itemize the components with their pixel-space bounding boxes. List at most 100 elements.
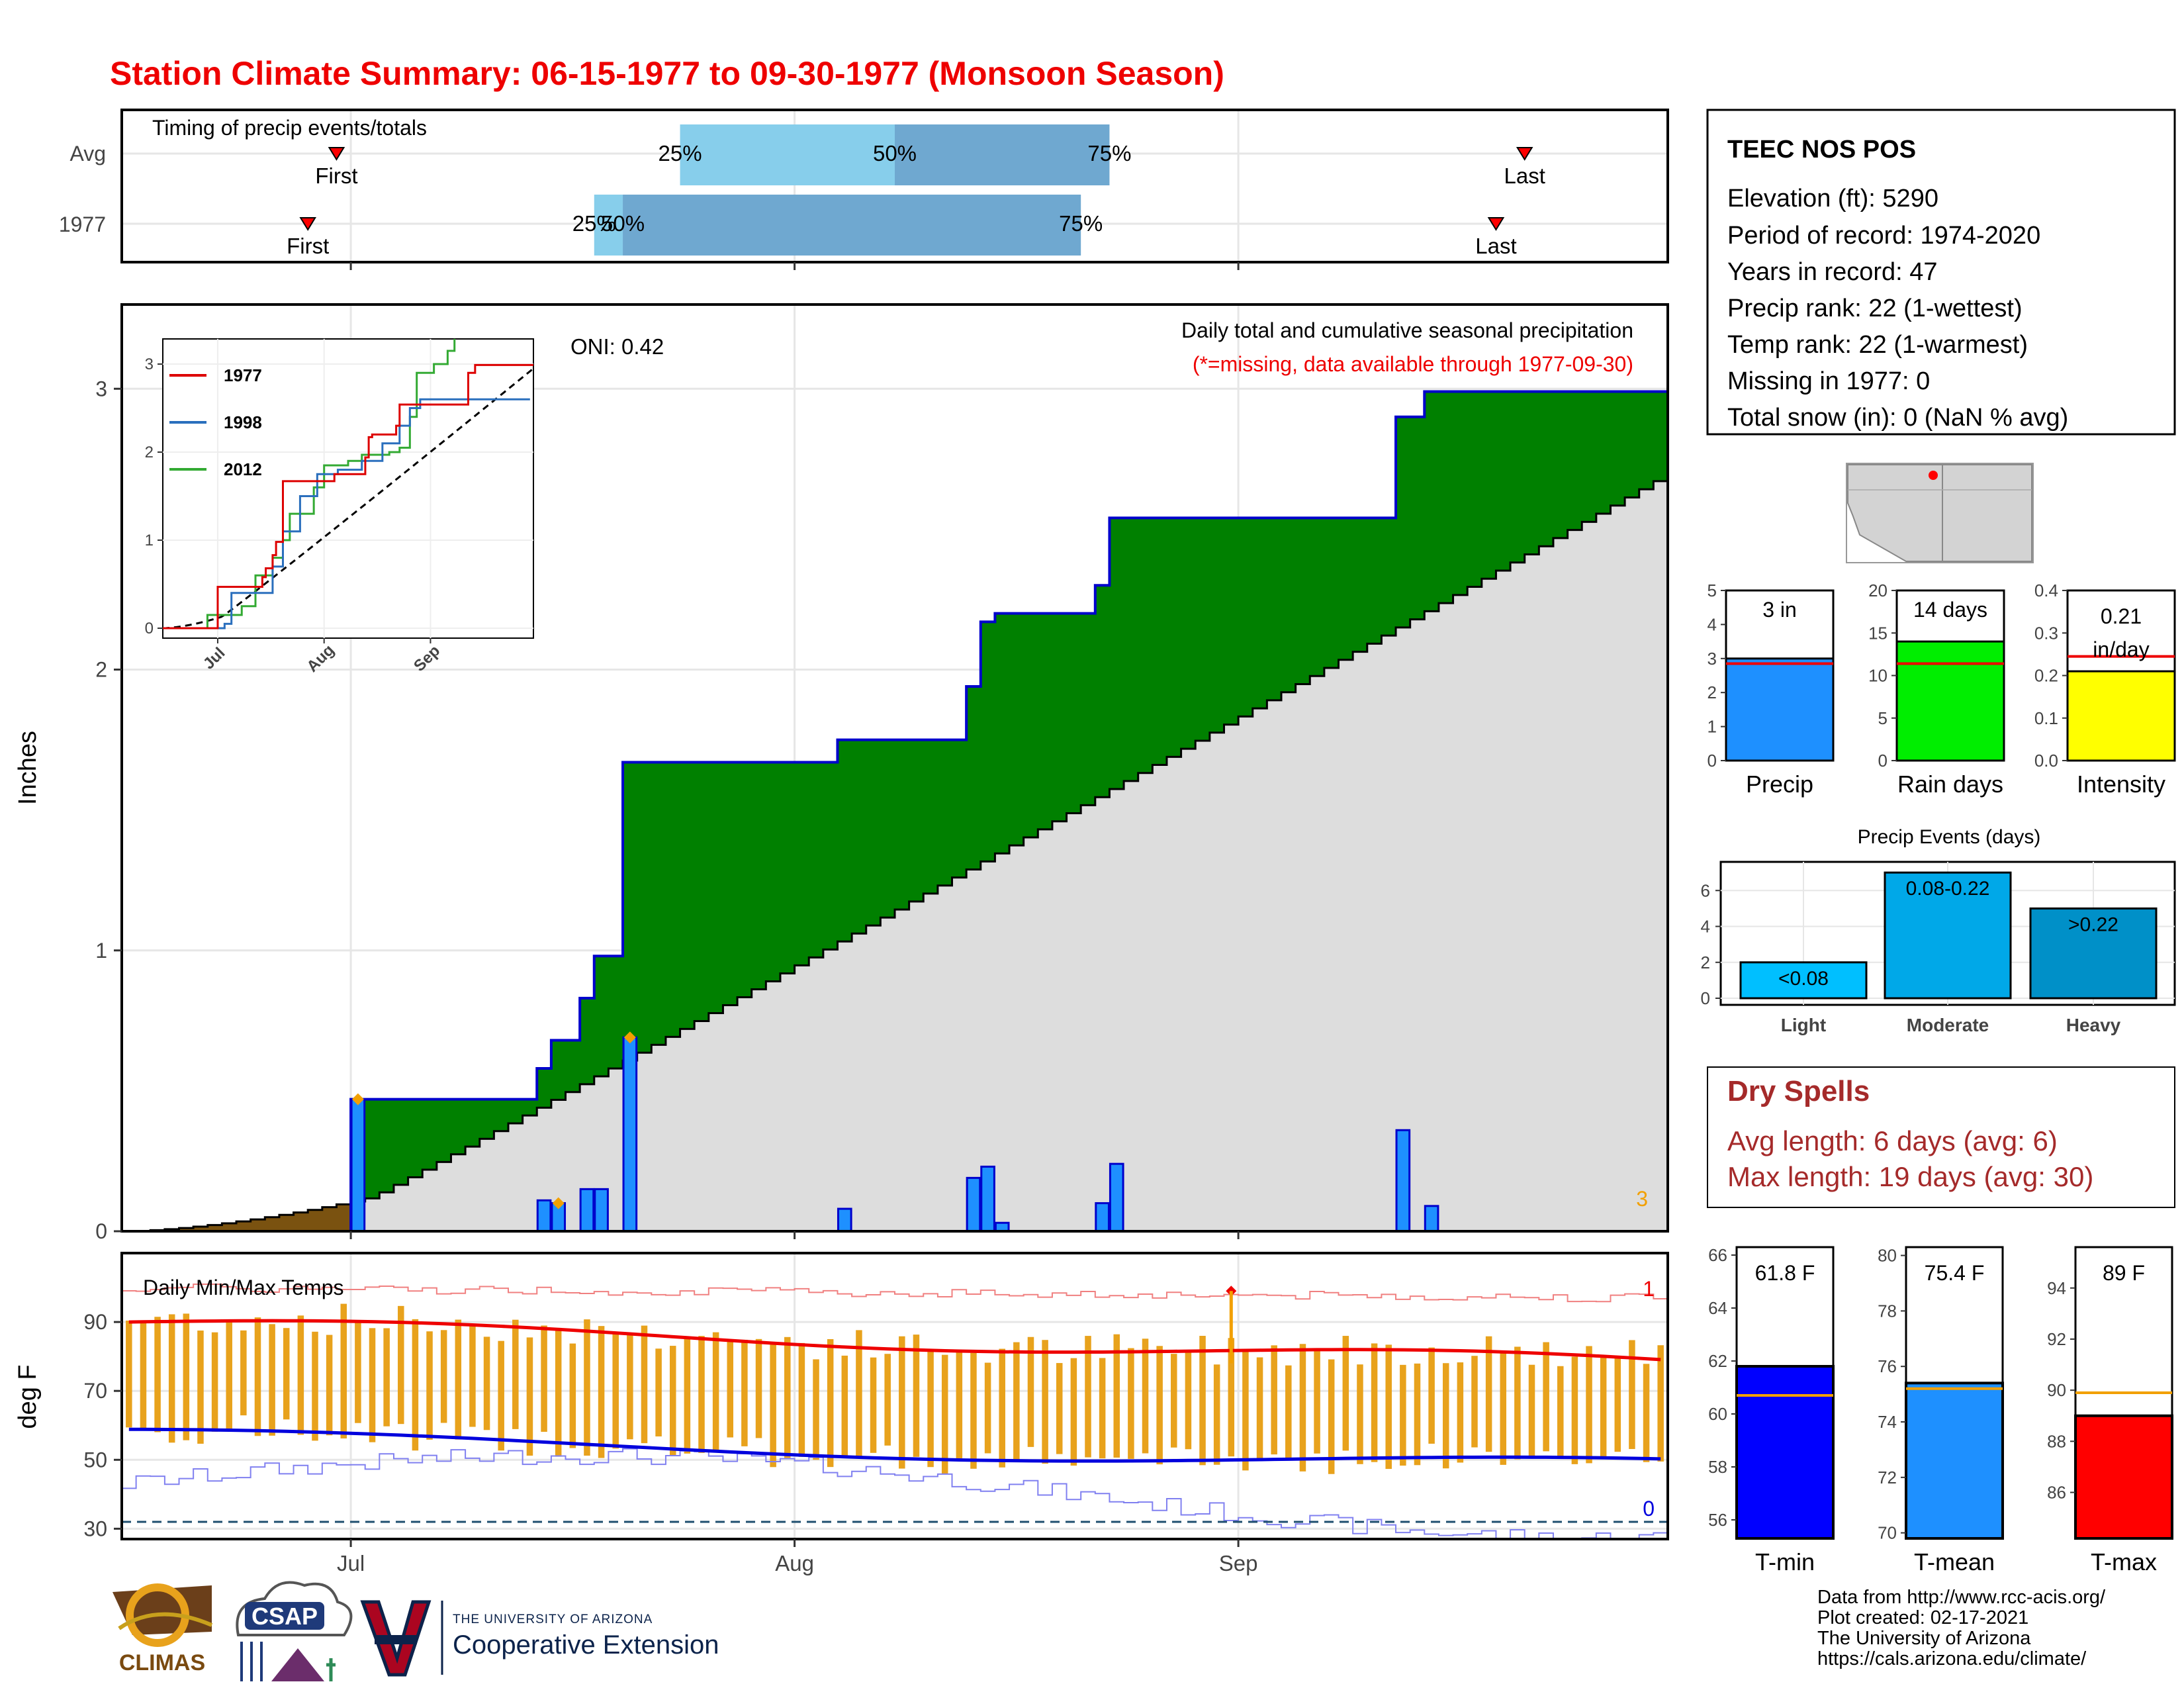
summary-tick-label-0-1: 1 <box>1707 717 1717 737</box>
summary-value-2-a: 0.21 <box>2101 604 2142 628</box>
temp-daily-bar-11 <box>283 1328 290 1420</box>
events-range-0: <0.08 <box>1778 968 1829 990</box>
precip-y-axis-label: Inches <box>14 731 42 805</box>
timing-last-marker-avg <box>1516 147 1533 161</box>
temp-daily-bar-32 <box>584 1319 590 1456</box>
inset-grid <box>163 339 533 638</box>
temp-summary-value-2: 89 F <box>2103 1261 2145 1285</box>
events-bar-0 <box>1739 961 1868 1000</box>
cumulative-deficit-area <box>122 1201 351 1231</box>
temp-summary-tick-label-2-1: 88 <box>2047 1431 2066 1451</box>
temp-daily-bar-3 <box>168 1314 175 1443</box>
temp-daily-bar-94 <box>1471 1356 1478 1448</box>
footer-credits: Data from http://www.rcc-acis.org/ Plot … <box>1817 1587 2106 1669</box>
temp-daily-bar-46 <box>784 1336 791 1458</box>
temp-daily-bar-47 <box>798 1342 805 1457</box>
timing-pct-1977-1: 50% <box>601 211 645 236</box>
temp-daily-bar-89 <box>1400 1364 1406 1466</box>
temp-daily-bar-40 <box>698 1336 705 1453</box>
temp-daily-bar-24 <box>469 1325 476 1427</box>
temp-daily-bar-63 <box>1027 1336 1034 1447</box>
daily-precip-bar-7 <box>966 1176 981 1231</box>
precip-areas <box>122 390 1668 1231</box>
temp-daily-bar-1 <box>140 1322 147 1429</box>
temp-summary-bar-1 <box>1905 1382 2004 1540</box>
temp-daily-bar-93 <box>1457 1362 1464 1463</box>
temp-daily-bar-42 <box>727 1340 734 1438</box>
temp-summary-tick-label-2-3: 92 <box>2047 1329 2066 1349</box>
temp-daily-bar-77 <box>1228 1338 1235 1457</box>
daily-precip-bar-5 <box>622 1036 638 1231</box>
dry-spells-box: Dry Spells Avg length: 6 days (avg: 6) M… <box>1707 1066 2175 1208</box>
events-ytick-label-3: 6 <box>1701 880 1710 900</box>
locator-map <box>1846 463 2034 563</box>
credit-website: https://cals.arizona.edu/climate/ <box>1817 1648 2087 1669</box>
summary-value-0: 3 in <box>1762 598 1797 622</box>
temp-summary-tick-label-1-1: 72 <box>1878 1468 1897 1487</box>
temp-mean-max-line <box>128 1319 1661 1362</box>
temp-daily-bar-82 <box>1299 1344 1306 1472</box>
temp-daily-bar-31 <box>569 1343 576 1448</box>
temp-summary-tick-label-1-0: 70 <box>1878 1523 1897 1543</box>
summary-label-0: Precip <box>1746 771 1813 798</box>
summary-tick-label-1-2: 10 <box>1868 666 1888 686</box>
station-info-box: TEEC NOS POS Elevation (ft): 5290 Period… <box>1706 109 2176 436</box>
temp-daily-bar-48 <box>813 1359 819 1460</box>
events-title: Precip Events (days) <box>1858 826 2041 848</box>
summary-tick-label-2-2: 0.2 <box>2034 666 2058 686</box>
temp-daily-bar-9 <box>254 1317 261 1436</box>
credit-university: The University of Arizona <box>1817 1628 2031 1649</box>
temp-daily-bar-45 <box>770 1343 776 1468</box>
timing-pct-1977-0: 25% <box>572 211 616 236</box>
temp-daily-bar-50 <box>841 1355 848 1456</box>
events-label-1: Moderate <box>1907 1015 1989 1035</box>
temp-summary-tick-label-2-0: 86 <box>2047 1483 2066 1503</box>
daily-record-marker-2 <box>623 1031 636 1044</box>
month-axis-labels: Jul Aug Sep <box>337 262 1257 1575</box>
temp-daily-bar-58 <box>956 1350 963 1458</box>
inset-ytick-label-0: 0 <box>145 620 154 637</box>
temp-daily-bar-95 <box>1485 1336 1492 1452</box>
temp-daily-bar-5 <box>197 1331 204 1444</box>
temp-daily-bar-81 <box>1285 1365 1292 1460</box>
temp-daily-bar-52 <box>870 1357 877 1453</box>
daily-record-marker-0 <box>351 1093 364 1105</box>
temp-daily-bar-30 <box>555 1327 562 1457</box>
temp-daily-bar-29 <box>541 1325 547 1432</box>
timing-pct-avg-0: 25% <box>659 141 702 165</box>
daily-precip-bar-1 <box>536 1199 552 1231</box>
climas-logo: CLIMAS <box>113 1583 213 1675</box>
climatology-area <box>122 473 1668 1231</box>
summary-tick-label-2-4: 0.4 <box>2034 581 2058 600</box>
temp-summary-tick-label-1-2: 74 <box>1878 1412 1897 1432</box>
temp-daily-bar-39 <box>684 1338 691 1454</box>
temp-daily-bar-66 <box>1070 1358 1077 1466</box>
timing-first-label-1977: First <box>287 234 329 258</box>
temp-daily-bar-43 <box>741 1339 748 1446</box>
events-label-0: Light <box>1781 1015 1826 1035</box>
temp-daily-bar-98 <box>1528 1364 1535 1458</box>
timing-row-label-1977: 1977 <box>59 212 106 236</box>
temp-daily-bar-41 <box>712 1332 719 1452</box>
temp-daily-bar-27 <box>512 1319 519 1429</box>
temp-daily-bar-84 <box>1328 1359 1335 1474</box>
temp-daily-bar-16 <box>355 1321 361 1423</box>
temp-daily-bar-105 <box>1629 1340 1635 1449</box>
temp-summary-tick-label-0-2: 60 <box>1708 1404 1727 1424</box>
inset-line-1998 <box>163 398 530 630</box>
month-label-1: Aug <box>775 1551 814 1575</box>
temp-daily-bar-51 <box>856 1330 862 1457</box>
temp-daily-bar-44 <box>755 1338 762 1438</box>
summary-bar-0 <box>1725 657 1835 762</box>
summary-label-2: Intensity <box>2077 771 2165 798</box>
oni-label: ONI: 0.42 <box>570 334 664 359</box>
temp-daily-bar-91 <box>1428 1347 1435 1444</box>
temp-daily-bar-37 <box>655 1348 662 1436</box>
temp-daily-bar-71 <box>1142 1338 1149 1454</box>
temp-daily-bar-57 <box>941 1354 948 1475</box>
station-location-marker <box>1929 471 1938 480</box>
temp-daily-bar-17 <box>369 1328 376 1442</box>
events-ytick-label-0: 0 <box>1701 988 1710 1008</box>
